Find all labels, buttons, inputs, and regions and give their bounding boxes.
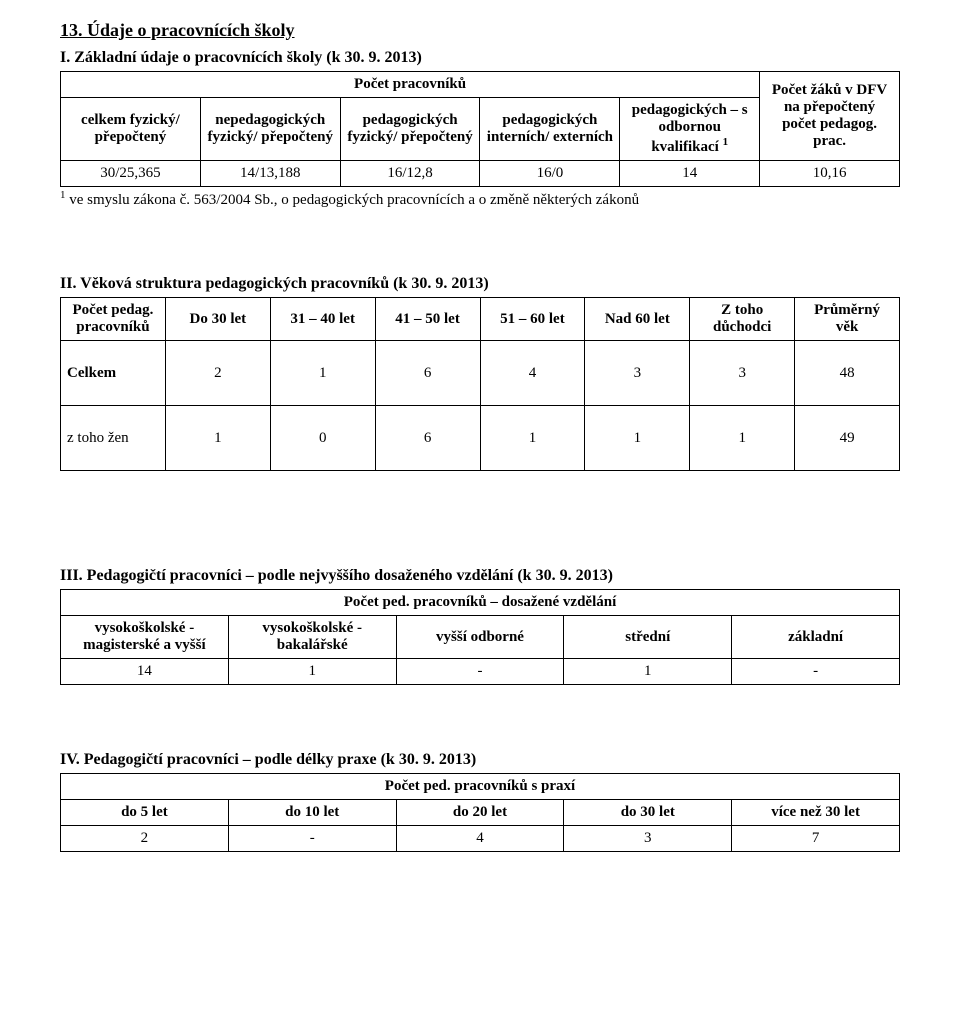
table-i-col-5: pedagogických – s odbornou kvalifikací 1 — [620, 98, 760, 161]
section-title: 13. Údaje o pracovnících školy — [60, 20, 900, 41]
cell: 6 — [375, 341, 480, 406]
table-iii-col-3: vyšší odborné — [396, 616, 564, 659]
cell: 6 — [375, 406, 480, 471]
table-i-col-4: pedagogických interních/ externích — [480, 98, 620, 161]
table-i-col-1: celkem fyzický/ přepočtený — [61, 98, 201, 161]
table-ii-col-4: 41 – 50 let — [375, 298, 480, 341]
cell: 4 — [480, 341, 585, 406]
table-i-col-5-sup: 1 — [723, 136, 729, 148]
table-ii-col-7: Z toho důchodci — [690, 298, 795, 341]
sub-ii-heading: II. Věková struktura pedagogických praco… — [60, 275, 900, 293]
cell: 10,16 — [760, 161, 900, 187]
table-iii-header-span: Počet ped. pracovníků – dosažené vzdělán… — [61, 590, 900, 616]
table-i-col-3: pedagogických fyzický/ přepočtený — [340, 98, 480, 161]
cell: 0 — [270, 406, 375, 471]
cell: 2 — [61, 826, 229, 852]
table-i-header-span: Počet pracovníků — [61, 72, 760, 98]
table-ii-col-8: Průměrný věk — [795, 298, 900, 341]
table-ii-col-2: Do 30 let — [165, 298, 270, 341]
footnote-i: 1 ve smyslu zákona č. 563/2004 Sb., o pe… — [60, 189, 900, 209]
cell: 4 — [396, 826, 564, 852]
cell: 30/25,365 — [61, 161, 201, 187]
table-row: 2 - 4 3 7 — [61, 826, 900, 852]
table-iii-col-5: základní — [732, 616, 900, 659]
table-iv-col-5: více než 30 let — [732, 800, 900, 826]
cell: 7 — [732, 826, 900, 852]
table-ii-col-1: Počet pedag. pracovníků — [61, 298, 166, 341]
cell: 1 — [690, 406, 795, 471]
cell: 1 — [480, 406, 585, 471]
table-iv-col-4: do 30 let — [564, 800, 732, 826]
table-iv-col-3: do 20 let — [396, 800, 564, 826]
table-iv-col-2: do 10 let — [228, 800, 396, 826]
table-iv-header-span: Počet ped. pracovníků s praxí — [61, 774, 900, 800]
cell: 14/13,188 — [200, 161, 340, 187]
table-row: Celkem 2 1 6 4 3 3 48 — [61, 341, 900, 406]
table-row: z toho žen 1 0 6 1 1 1 49 — [61, 406, 900, 471]
cell: 48 — [795, 341, 900, 406]
cell: 1 — [270, 341, 375, 406]
table-ii-col-5: 51 – 60 let — [480, 298, 585, 341]
table-iii-col-4: střední — [564, 616, 732, 659]
cell: 3 — [564, 826, 732, 852]
cell: 1 — [564, 659, 732, 685]
cell: 49 — [795, 406, 900, 471]
table-row: 30/25,365 14/13,188 16/12,8 16/0 14 10,1… — [61, 161, 900, 187]
table-i: Počet pracovníků Počet žáků v DFV na pře… — [60, 71, 900, 187]
row-celkem-label: Celkem — [61, 341, 166, 406]
table-iii-col-2: vysokoškolské - bakalářské — [228, 616, 396, 659]
cell: - — [228, 826, 396, 852]
table-row: 14 1 - 1 - — [61, 659, 900, 685]
cell: 2 — [165, 341, 270, 406]
row-zen-label: z toho žen — [61, 406, 166, 471]
cell: - — [396, 659, 564, 685]
cell: 1 — [165, 406, 270, 471]
cell: 14 — [61, 659, 229, 685]
sub-i-heading: I. Základní údaje o pracovnících školy (… — [60, 49, 900, 67]
table-iv: Počet ped. pracovníků s praxí do 5 let d… — [60, 773, 900, 852]
table-i-col-2: nepedagogických fyzický/ přepočtený — [200, 98, 340, 161]
page: 13. Údaje o pracovnících školy I. Základ… — [0, 0, 960, 1016]
table-ii: Počet pedag. pracovníků Do 30 let 31 – 4… — [60, 297, 900, 471]
sub-iv-heading: IV. Pedagogičtí pracovníci – podle délky… — [60, 751, 900, 769]
table-iv-col-1: do 5 let — [61, 800, 229, 826]
footnote-text: ve smyslu zákona č. 563/2004 Sb., o peda… — [66, 192, 640, 208]
cell: - — [732, 659, 900, 685]
table-ii-col-6: Nad 60 let — [585, 298, 690, 341]
table-i-col-5-text: pedagogických – s odbornou kvalifikací — [632, 102, 748, 155]
cell: 1 — [585, 406, 690, 471]
cell: 1 — [228, 659, 396, 685]
sub-iii-heading: III. Pedagogičtí pracovníci – podle nejv… — [60, 567, 900, 585]
cell: 16/12,8 — [340, 161, 480, 187]
cell: 3 — [690, 341, 795, 406]
table-iii: Počet ped. pracovníků – dosažené vzdělán… — [60, 589, 900, 685]
table-iii-col-1: vysokoškolské - magisterské a vyšší — [61, 616, 229, 659]
cell: 14 — [620, 161, 760, 187]
cell: 16/0 — [480, 161, 620, 187]
table-ii-col-3: 31 – 40 let — [270, 298, 375, 341]
table-i-col-6: Počet žáků v DFV na přepočtený počet ped… — [760, 72, 900, 161]
cell: 3 — [585, 341, 690, 406]
